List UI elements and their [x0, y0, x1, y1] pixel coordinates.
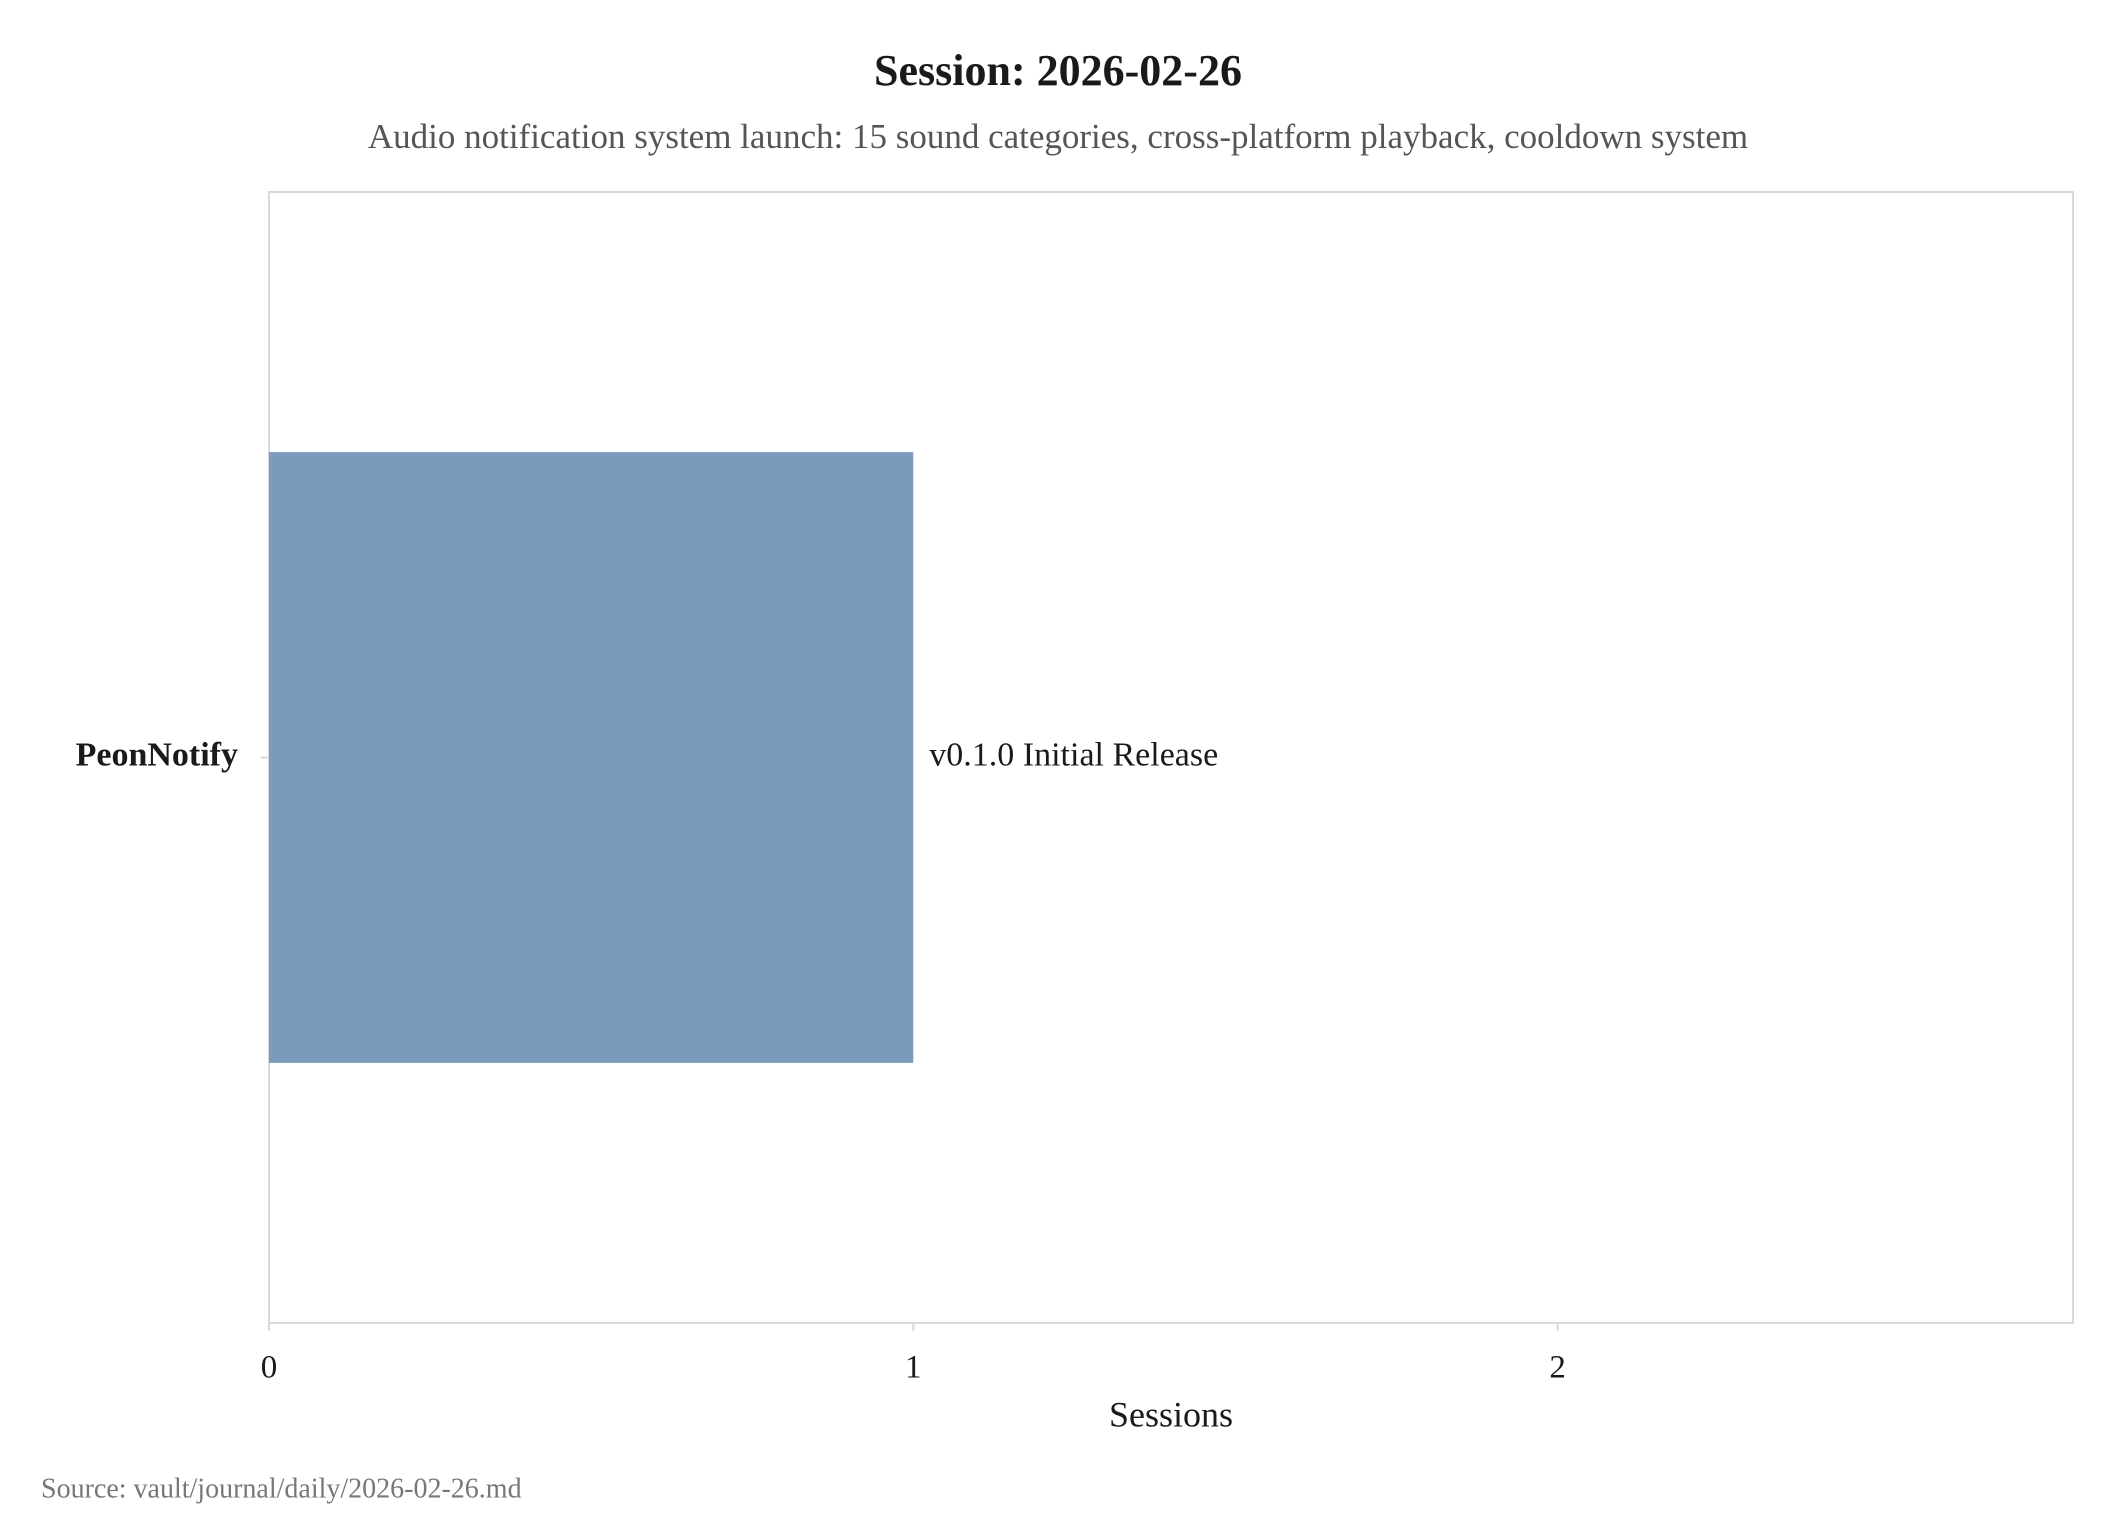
x-tick-label: 0 — [261, 1350, 278, 1386]
bar-label: v0.1.0 Initial Release — [929, 736, 1218, 773]
x-tick-label: 2 — [1549, 1350, 1566, 1386]
x-axis-title: Sessions — [1109, 1394, 1233, 1434]
y-tick-label: PeonNotify — [76, 736, 238, 773]
bar — [269, 452, 914, 1063]
x-tick-label: 1 — [905, 1350, 922, 1386]
chart-title: Session: 2026-02-26 — [874, 46, 1242, 95]
source-note: Source: vault/journal/daily/2026-02-26.m… — [41, 1473, 522, 1504]
chart-subtitle: Audio notification system launch: 15 sou… — [368, 117, 1748, 156]
